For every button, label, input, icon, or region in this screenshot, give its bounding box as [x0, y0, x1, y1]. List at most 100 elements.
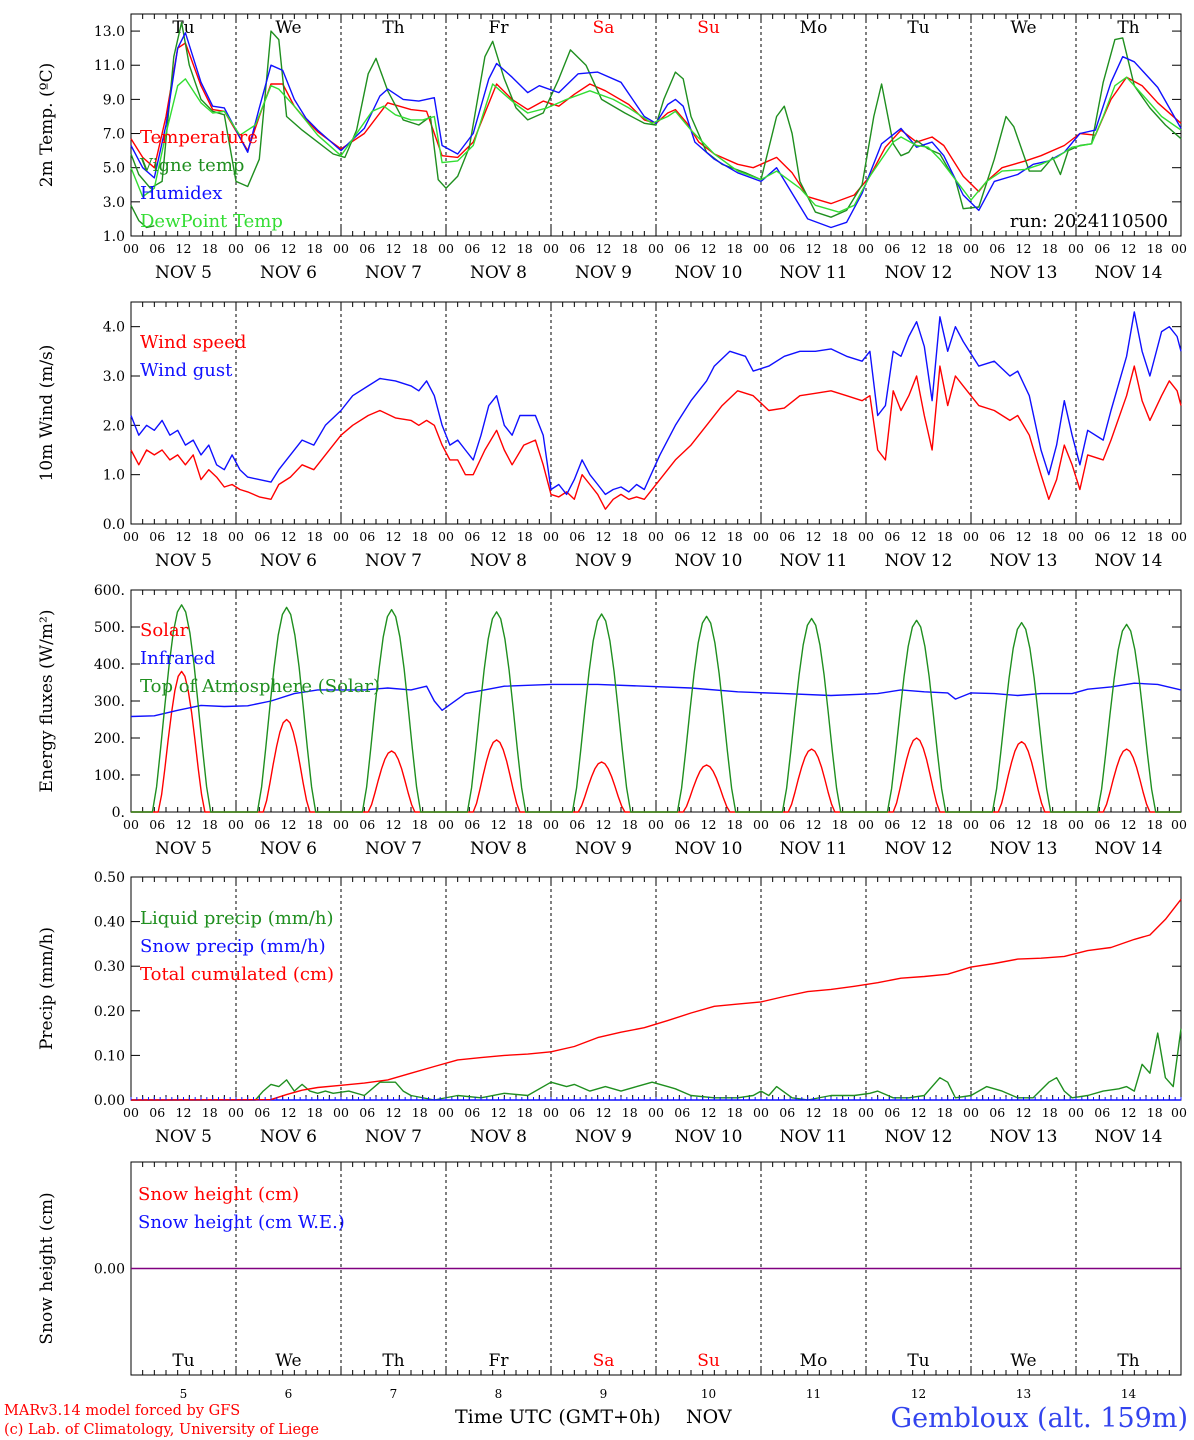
hour-tick-label: 06 — [464, 241, 480, 256]
hour-tick-label: 06 — [674, 241, 690, 256]
hour-tick-label: 00 — [1171, 241, 1187, 256]
day-number-label: 8 — [495, 1387, 503, 1401]
date-label: NOV 13 — [990, 839, 1058, 859]
y-tick-label: 100. — [94, 768, 125, 784]
y-axis-label: 10m Wind (m/s) — [37, 345, 57, 482]
hour-tick-label: 12 — [1121, 1105, 1137, 1120]
day-number-label: 9 — [600, 1387, 608, 1401]
hour-tick-label: 00 — [963, 241, 979, 256]
date-label: NOV 5 — [155, 1127, 212, 1147]
hour-tick-label: 12 — [806, 241, 822, 256]
hour-tick-label: 12 — [1016, 817, 1032, 832]
y-tick-label: 4.0 — [103, 320, 125, 336]
series-line — [130, 311, 1182, 496]
series-line — [131, 1028, 1182, 1101]
hour-tick-label: 00 — [858, 529, 874, 544]
chart-panel-5: 0.00 Snow height (cm) Tu We Th Fr Sa Su Mo Tu We Th… — [37, 1161, 1182, 1401]
date-label: NOV 8 — [470, 1127, 527, 1147]
hour-tick-label: 06 — [884, 817, 900, 832]
hour-tick-label: 00 — [438, 817, 454, 832]
hour-tick-label: 06 — [884, 1105, 900, 1120]
hour-tick-label: 00 — [858, 1105, 874, 1120]
hour-tick-label: 00 — [753, 817, 769, 832]
hour-tick-label: 18 — [1147, 241, 1163, 256]
hour-tick-label: 18 — [832, 817, 848, 832]
legend-entry: Infrared — [140, 648, 215, 669]
hour-tick-label: 18 — [832, 241, 848, 256]
hour-tick-label: 06 — [1094, 817, 1110, 832]
hour-tick-label: 18 — [832, 1105, 848, 1120]
series-line — [130, 898, 1182, 1101]
hour-tick-label: 00 — [543, 1105, 559, 1120]
hour-tick-label: 12 — [1016, 241, 1032, 256]
hour-tick-label: 12 — [701, 817, 717, 832]
series-line — [130, 32, 1182, 229]
hour-tick-label: 06 — [674, 1105, 690, 1120]
y-tick-label: 1.0 — [103, 229, 125, 245]
day-number-label: 6 — [285, 1387, 293, 1401]
weekday-label: Fr — [489, 18, 510, 38]
y-tick-label: 0.0 — [103, 517, 125, 533]
weekday-label: Su — [697, 1351, 720, 1371]
hour-tick-label: 00 — [438, 241, 454, 256]
hour-tick-label: 12 — [386, 1105, 402, 1120]
hour-tick-label: 06 — [149, 529, 165, 544]
date-label: NOV 12 — [885, 1127, 953, 1147]
hour-tick-label: 00 — [543, 241, 559, 256]
hour-tick-label: 06 — [1094, 529, 1110, 544]
hour-tick-label: 18 — [1042, 1105, 1058, 1120]
hour-tick-label: 06 — [569, 1105, 585, 1120]
date-label: NOV 8 — [470, 263, 527, 283]
hour-tick-label: 18 — [1042, 817, 1058, 832]
hour-tick-label: 00 — [333, 241, 349, 256]
hour-tick-label: 12 — [911, 529, 927, 544]
date-label: NOV 9 — [575, 1127, 632, 1147]
hour-tick-label: 00 — [753, 241, 769, 256]
month-label: NOV — [686, 1406, 732, 1428]
date-label: NOV 14 — [1095, 1127, 1163, 1147]
hour-tick-label: 18 — [622, 1105, 638, 1120]
day-number-label: 14 — [1121, 1387, 1137, 1401]
weekday-label: Tu — [172, 18, 194, 38]
weekday-label: Tu — [172, 1351, 194, 1371]
hour-tick-label: 18 — [412, 817, 428, 832]
weekday-label: Sa — [593, 1351, 615, 1371]
hour-tick-label: 00 — [1068, 529, 1084, 544]
hour-tick-label: 06 — [359, 817, 375, 832]
series-line — [130, 21, 1182, 218]
hour-tick-label: 18 — [937, 817, 953, 832]
hour-tick-label: 00 — [648, 817, 664, 832]
hour-tick-label: 06 — [674, 817, 690, 832]
hour-tick-label: 00 — [123, 817, 139, 832]
y-tick-label: 9.0 — [103, 92, 125, 108]
hour-tick-label: 18 — [412, 241, 428, 256]
hour-tick-label: 06 — [674, 529, 690, 544]
station-label: Gembloux (alt. 159m) — [891, 1403, 1188, 1434]
y-axis-label: 2m Temp. (ºC) — [37, 63, 57, 188]
hour-tick-label: 12 — [281, 241, 297, 256]
hour-tick-label: 06 — [569, 529, 585, 544]
y-tick-label: 3.0 — [103, 369, 125, 385]
hour-tick-label: 18 — [307, 241, 323, 256]
legend-entry: Liquid precip (mm/h) — [140, 908, 334, 929]
hour-tick-label: 18 — [202, 241, 218, 256]
date-label: NOV 11 — [780, 551, 848, 571]
hour-tick-label: 06 — [989, 529, 1005, 544]
hour-tick-label: 12 — [701, 1105, 717, 1120]
hour-tick-label: 06 — [254, 1105, 270, 1120]
hour-tick-label: 00 — [1068, 241, 1084, 256]
weekday-label: We — [1010, 1351, 1036, 1371]
hour-tick-label: 12 — [1016, 529, 1032, 544]
hour-tick-label: 18 — [937, 529, 953, 544]
hour-tick-label: 06 — [989, 817, 1005, 832]
hour-tick-label: 18 — [1042, 241, 1058, 256]
hour-tick-label: 12 — [386, 529, 402, 544]
hour-tick-label: 18 — [1147, 1105, 1163, 1120]
hour-tick-label: 18 — [1147, 817, 1163, 832]
hour-tick-label: 06 — [569, 241, 585, 256]
date-label: NOV 9 — [575, 263, 632, 283]
hour-tick-label: 12 — [176, 241, 192, 256]
hour-tick-label: 18 — [307, 817, 323, 832]
credit-line-1: MARv3.14 model forced by GFS — [4, 1403, 240, 1419]
legend-entry: Vigne temp — [139, 155, 244, 176]
